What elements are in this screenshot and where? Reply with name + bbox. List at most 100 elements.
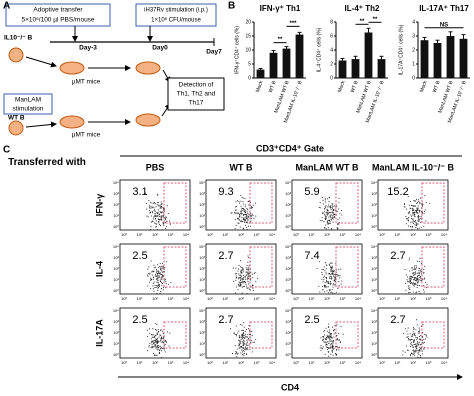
event-dot — [162, 271, 164, 273]
event-dot — [247, 225, 250, 227]
event-dot — [326, 206, 328, 208]
event-dot — [152, 328, 154, 330]
event-dot — [243, 337, 246, 340]
event-dot — [411, 207, 414, 209]
event-dot — [236, 212, 238, 214]
event-dot — [244, 204, 247, 206]
event-dot — [325, 271, 327, 273]
event-dot — [152, 271, 154, 273]
event-dot — [240, 271, 242, 273]
event-dot — [417, 213, 419, 215]
event-dot — [409, 343, 412, 345]
event-dot — [233, 332, 235, 334]
event-dot — [244, 209, 246, 211]
event-dot — [162, 222, 164, 224]
event-dot — [244, 221, 246, 223]
event-dot — [334, 275, 336, 277]
event-dot — [413, 220, 416, 223]
event-dot — [149, 273, 151, 275]
event-dot — [339, 341, 342, 343]
event-dot — [405, 218, 407, 220]
event-dot — [164, 266, 166, 268]
event-dot — [417, 220, 419, 222]
event-dot — [252, 284, 254, 286]
event-dot — [333, 215, 336, 218]
event-dot — [161, 219, 163, 221]
event-dot — [405, 215, 407, 217]
event-dot — [152, 340, 155, 342]
event-dot — [246, 336, 248, 338]
event-dot — [157, 286, 159, 288]
event-dot — [157, 329, 159, 331]
event-dot — [235, 279, 237, 281]
event-dot — [415, 268, 417, 270]
event-dot — [411, 229, 413, 231]
x-tick-label: 10² — [152, 360, 158, 365]
x-tick-label: 10² — [410, 360, 416, 365]
event-dot — [329, 223, 331, 225]
event-dot — [330, 218, 332, 220]
event-dot — [426, 284, 428, 286]
event-dot — [151, 211, 153, 213]
event-dot — [327, 210, 329, 212]
bar — [351, 59, 360, 78]
event-dot — [248, 273, 250, 275]
event-dot — [164, 339, 167, 341]
event-dot — [156, 193, 158, 195]
event-dot — [162, 275, 164, 277]
event-dot — [167, 212, 169, 214]
event-dot — [161, 216, 163, 218]
x-tick-label: 10⁰ — [207, 360, 213, 365]
event-dot — [149, 228, 151, 230]
event-dot — [161, 268, 163, 270]
event-dot — [151, 274, 153, 276]
event-dot — [412, 353, 414, 356]
event-dot — [153, 354, 155, 356]
event-dot — [339, 213, 341, 215]
event-dot — [153, 290, 155, 292]
event-dot — [158, 276, 160, 278]
event-dot — [417, 205, 419, 207]
event-dot — [418, 338, 420, 340]
event-dot — [417, 278, 419, 280]
event-dot — [156, 274, 158, 276]
event-dot — [239, 215, 241, 217]
event-dot — [331, 202, 333, 205]
event-dot — [246, 354, 248, 356]
event-dot — [325, 341, 327, 343]
event-dot — [326, 290, 328, 292]
x-tick-label: 10¹ — [137, 360, 143, 365]
event-dot — [169, 332, 171, 334]
event-dot — [330, 292, 332, 294]
event-dot — [421, 349, 423, 351]
event-dot — [153, 267, 155, 269]
event-dot — [340, 283, 342, 285]
event-dot — [239, 274, 241, 276]
event-dot — [247, 278, 250, 280]
event-dot — [161, 203, 163, 205]
event-dot — [330, 346, 332, 348]
event-dot — [322, 285, 324, 288]
event-dot — [414, 272, 416, 274]
y-tick-label: 10¹ — [371, 277, 377, 282]
event-dot — [153, 216, 155, 218]
plot-frame — [291, 243, 363, 295]
event-dot — [407, 335, 409, 338]
event-dot — [332, 273, 334, 275]
event-dot — [416, 284, 418, 286]
mouse-icon — [59, 115, 85, 129]
event-dot — [425, 202, 427, 204]
event-dot — [245, 209, 247, 212]
event-dot — [328, 204, 330, 206]
event-dot — [146, 208, 148, 210]
event-dot — [417, 356, 419, 358]
event-dot — [415, 227, 417, 229]
event-dot — [247, 215, 249, 217]
event-dot — [423, 341, 426, 343]
event-dot — [247, 347, 249, 349]
event-dot — [162, 216, 164, 218]
event-dot — [235, 224, 237, 226]
event-dot — [322, 348, 324, 350]
event-dot — [164, 340, 166, 342]
event-dot — [244, 197, 246, 199]
